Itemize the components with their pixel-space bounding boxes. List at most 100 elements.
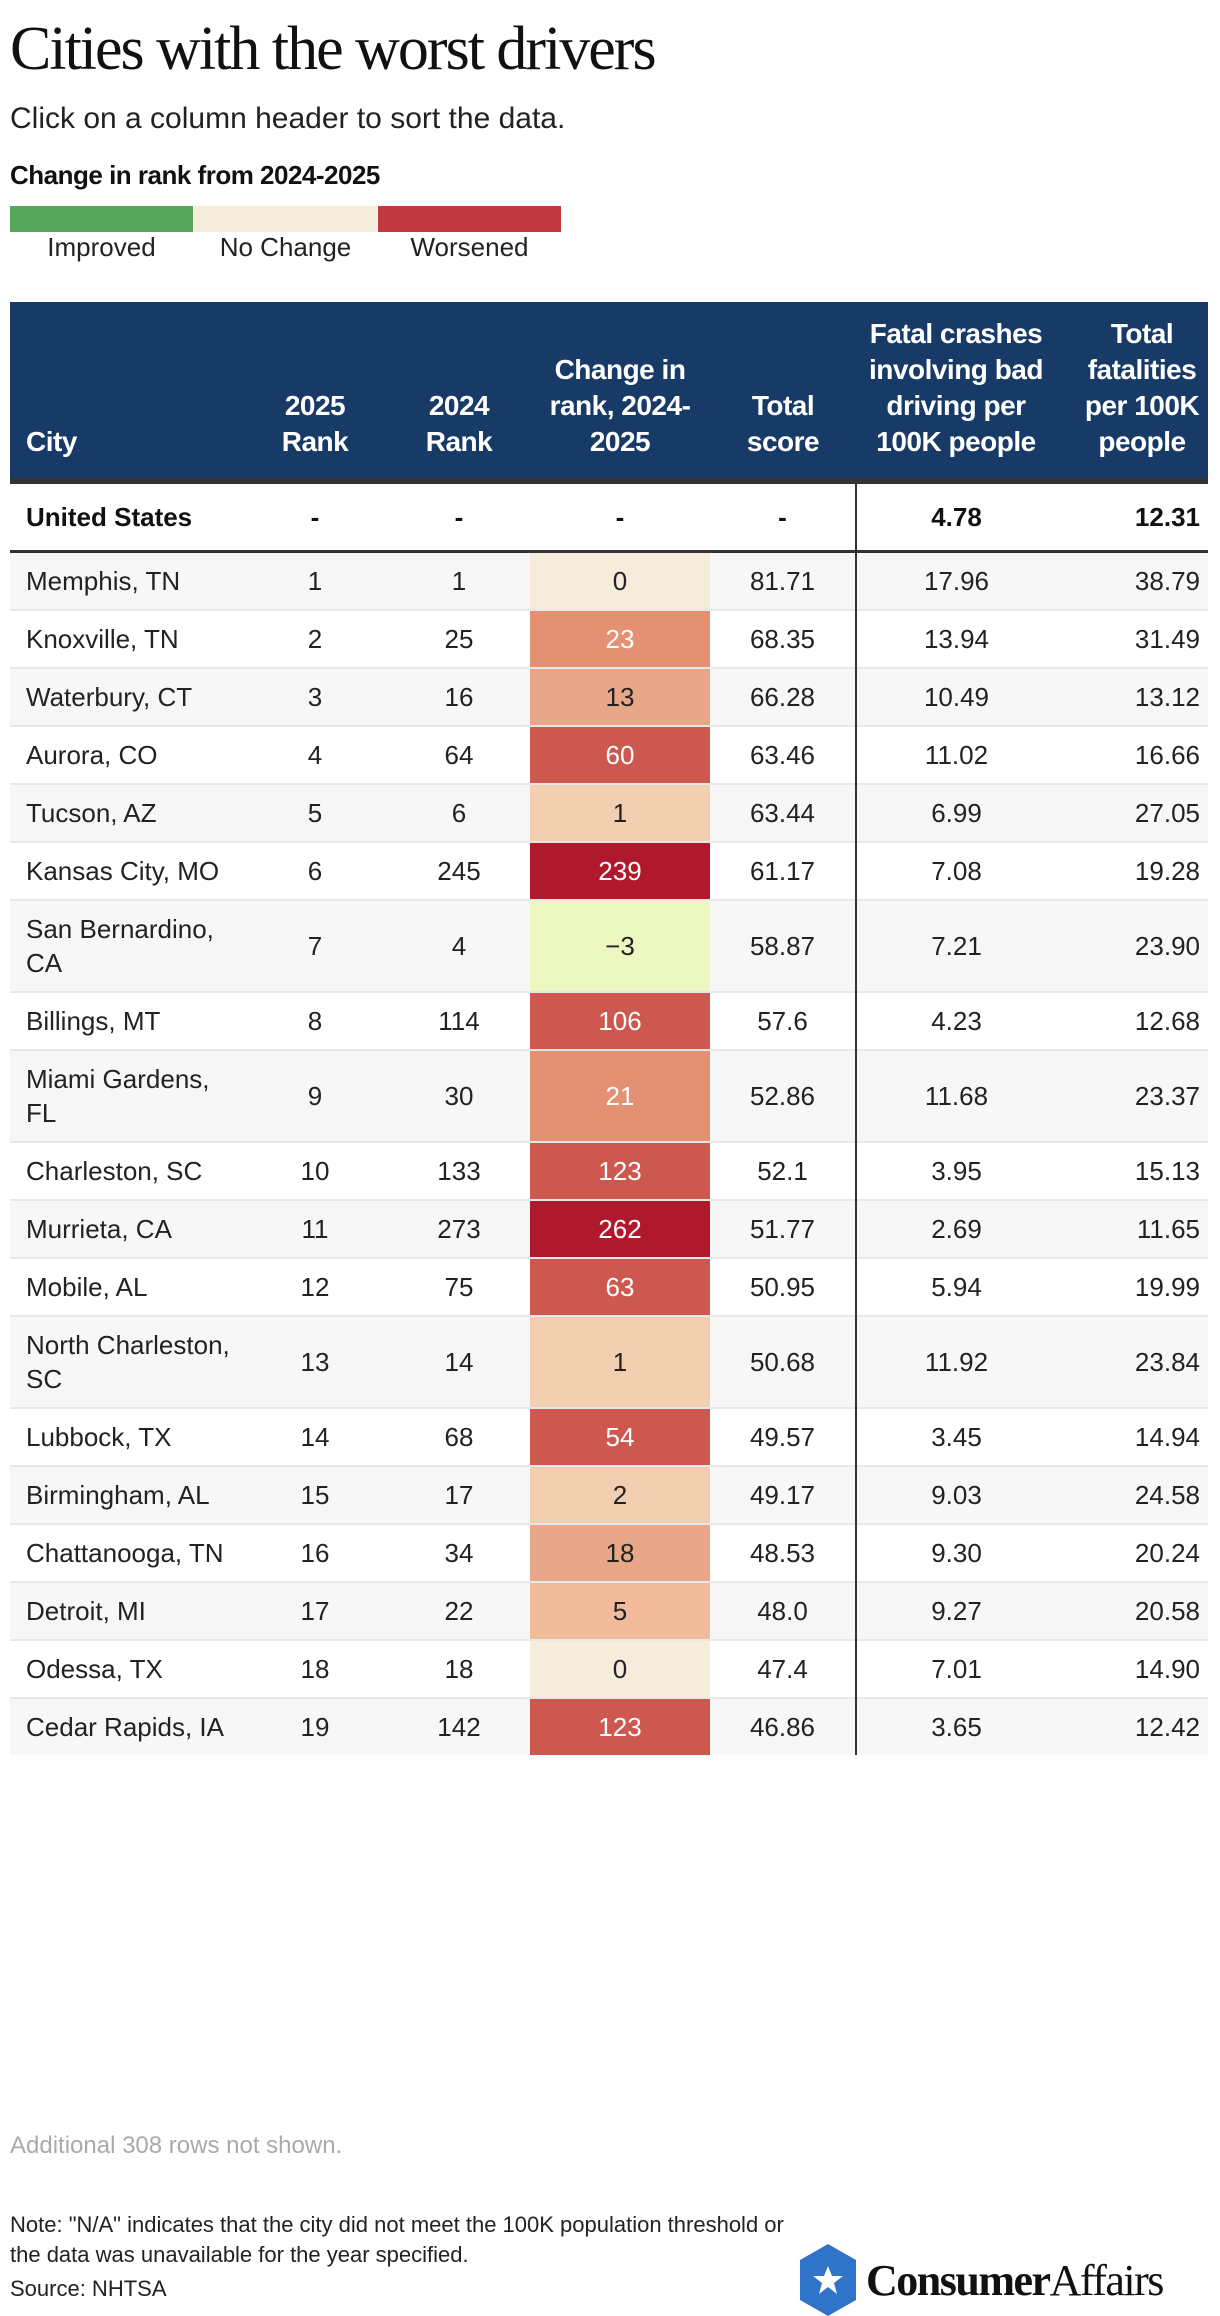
cell-city: Aurora, CO	[10, 725, 242, 784]
cell-fatal-crashes: 11.92	[855, 1315, 1056, 1408]
cell-city: United States	[10, 478, 242, 553]
cell-2024-rank: 18	[388, 1639, 530, 1698]
cell-total-fatalities: 14.90	[1056, 1639, 1208, 1698]
cell-city: Miami Gardens, FL	[10, 1049, 242, 1142]
cell-total-fatalities: 19.28	[1056, 841, 1208, 900]
cell-total-score: 63.44	[710, 783, 856, 842]
cell-change: 123	[530, 1697, 710, 1755]
cell-change: 23	[530, 609, 710, 668]
cell-change: 1	[530, 1315, 710, 1408]
cell-total-score: 58.87	[710, 899, 856, 992]
cell-city: Detroit, MI	[10, 1581, 242, 1640]
cell-2025-rank: 8	[242, 991, 388, 1050]
column-header-total-score[interactable]: Total score	[710, 302, 856, 481]
column-header-2025-rank[interactable]: 2025 Rank	[242, 302, 388, 481]
cell-total-fatalities: 27.05	[1056, 783, 1208, 842]
cell-total-score: 50.68	[710, 1315, 856, 1408]
cell-fatal-crashes: 9.27	[855, 1581, 1056, 1640]
cell-total-score: 63.46	[710, 725, 856, 784]
cell-city: Birmingham, AL	[10, 1465, 242, 1524]
cell-fatal-crashes: 7.08	[855, 841, 1056, 900]
source: Source: NHTSA	[10, 2276, 167, 2301]
cell-total-fatalities: 23.90	[1056, 899, 1208, 992]
cell-change: 106	[530, 991, 710, 1050]
cell-city: Memphis, TN	[10, 550, 242, 610]
cell-change: 60	[530, 725, 710, 784]
cell-city: Lubbock, TX	[10, 1407, 242, 1466]
more-rows-note: Additional 308 rows not shown.	[10, 2132, 343, 2159]
column-header-city[interactable]: City	[10, 302, 242, 481]
cell-fatal-crashes: 2.69	[855, 1199, 1056, 1258]
cell-change: -	[530, 478, 710, 553]
cell-total-score: 68.35	[710, 609, 856, 668]
table-row: Kansas City, MO 6 245 239 61.17 7.08 19.28	[10, 841, 1208, 900]
legend-label-improved: Improved	[47, 232, 156, 262]
column-header-2024-rank[interactable]: 2024 Rank	[388, 302, 530, 481]
cell-2025-rank: 18	[242, 1639, 388, 1698]
column-header-total-fatalities[interactable]: Total fatalities per 100K people	[1056, 302, 1208, 481]
legend-title: Change in rank from 2024-2025	[10, 160, 380, 190]
cell-2024-rank: 75	[388, 1257, 530, 1316]
cell-change: −3	[530, 899, 710, 992]
cell-change: 262	[530, 1199, 710, 1258]
cell-total-score: 46.86	[710, 1697, 856, 1755]
cell-total-score: 52.1	[710, 1141, 856, 1200]
cell-2024-rank: 14	[388, 1315, 530, 1408]
cell-fatal-crashes: 13.94	[855, 609, 1056, 668]
table-row: San Bernardino, CA 7 4 −3 58.87 7.21 23.90	[10, 899, 1208, 992]
cell-total-fatalities: 12.42	[1056, 1697, 1208, 1755]
cell-city: North Charleston, SC	[10, 1315, 242, 1408]
cell-total-score: 57.6	[710, 991, 856, 1050]
cell-total-fatalities: 15.13	[1056, 1141, 1208, 1200]
cell-2025-rank: 9	[242, 1049, 388, 1142]
column-header-change-in-rank[interactable]: Change in rank, 2024-2025	[530, 302, 710, 481]
table-row: Billings, MT 8 114 106 57.6 4.23 12.68	[10, 991, 1208, 1050]
table-row: Memphis, TN 1 1 0 81.71 17.96 38.79	[10, 550, 1208, 610]
legend-label-no-change: No Change	[219, 232, 352, 262]
table-row: Cedar Rapids, IA 19 142 123 46.86 3.65 12.42	[10, 1697, 1208, 1755]
table-row: Odessa, TX 18 18 0 47.4 7.01 14.90	[10, 1639, 1208, 1698]
table-row: Mobile, AL 12 75 63 50.95 5.94 19.99	[10, 1257, 1208, 1316]
data-table: City 2025 Rank 2024 Rank Change in rank,…	[10, 302, 1208, 1755]
subtitle: Click on a column header to sort the dat…	[10, 102, 566, 135]
cell-2025-rank: 1	[242, 550, 388, 610]
cell-2025-rank: 11	[242, 1199, 388, 1258]
cell-2024-rank: 133	[388, 1141, 530, 1200]
consumeraffairs-logo: ConsumerAffairs	[800, 2244, 1164, 2316]
cell-2025-rank: -	[242, 478, 388, 553]
table-row: Charleston, SC 10 133 123 52.1 3.95 15.13	[10, 1141, 1208, 1200]
cell-total-fatalities: 16.66	[1056, 725, 1208, 784]
cell-fatal-crashes: 3.65	[855, 1697, 1056, 1755]
cell-2024-rank: -	[388, 478, 530, 553]
legend-label-worsened: Worsened	[410, 232, 529, 262]
cell-total-fatalities: 24.58	[1056, 1465, 1208, 1524]
table-row: Miami Gardens, FL 9 30 21 52.86 11.68 23.37	[10, 1049, 1208, 1142]
cell-2024-rank: 273	[388, 1199, 530, 1258]
cell-total-fatalities: 12.68	[1056, 991, 1208, 1050]
cell-2025-rank: 17	[242, 1581, 388, 1640]
us-summary-row: United States - - - - 4.78 12.31	[10, 478, 1208, 553]
table-row: North Charleston, SC 13 14 1 50.68 11.92 23.84	[10, 1315, 1208, 1408]
cell-change: 21	[530, 1049, 710, 1142]
cell-2024-rank: 64	[388, 725, 530, 784]
cell-change: 123	[530, 1141, 710, 1200]
cell-total-score: 48.53	[710, 1523, 856, 1582]
cell-change: 0	[530, 1639, 710, 1698]
column-header-fatal-crashes[interactable]: Fatal crashes involving bad driving per …	[856, 302, 1056, 481]
cell-total-fatalities: 23.37	[1056, 1049, 1208, 1142]
cell-fatal-crashes: 4.23	[855, 991, 1056, 1050]
cell-2024-rank: 1	[388, 550, 530, 610]
cell-2025-rank: 5	[242, 783, 388, 842]
cell-2024-rank: 114	[388, 991, 530, 1050]
cell-change: 0	[530, 550, 710, 610]
cell-total-fatalities: 20.24	[1056, 1523, 1208, 1582]
cell-change: 54	[530, 1407, 710, 1466]
cell-city: San Bernardino, CA	[10, 899, 242, 992]
table-row: Waterbury, CT 3 16 13 66.28 10.49 13.12	[10, 667, 1208, 726]
cell-total-fatalities: 14.94	[1056, 1407, 1208, 1466]
table-row: Chattanooga, TN 16 34 18 48.53 9.30 20.24	[10, 1523, 1208, 1582]
cell-2025-rank: 16	[242, 1523, 388, 1582]
table-row: Aurora, CO 4 64 60 63.46 11.02 16.66	[10, 725, 1208, 784]
cell-change: 2	[530, 1465, 710, 1524]
cell-change: 239	[530, 841, 710, 900]
